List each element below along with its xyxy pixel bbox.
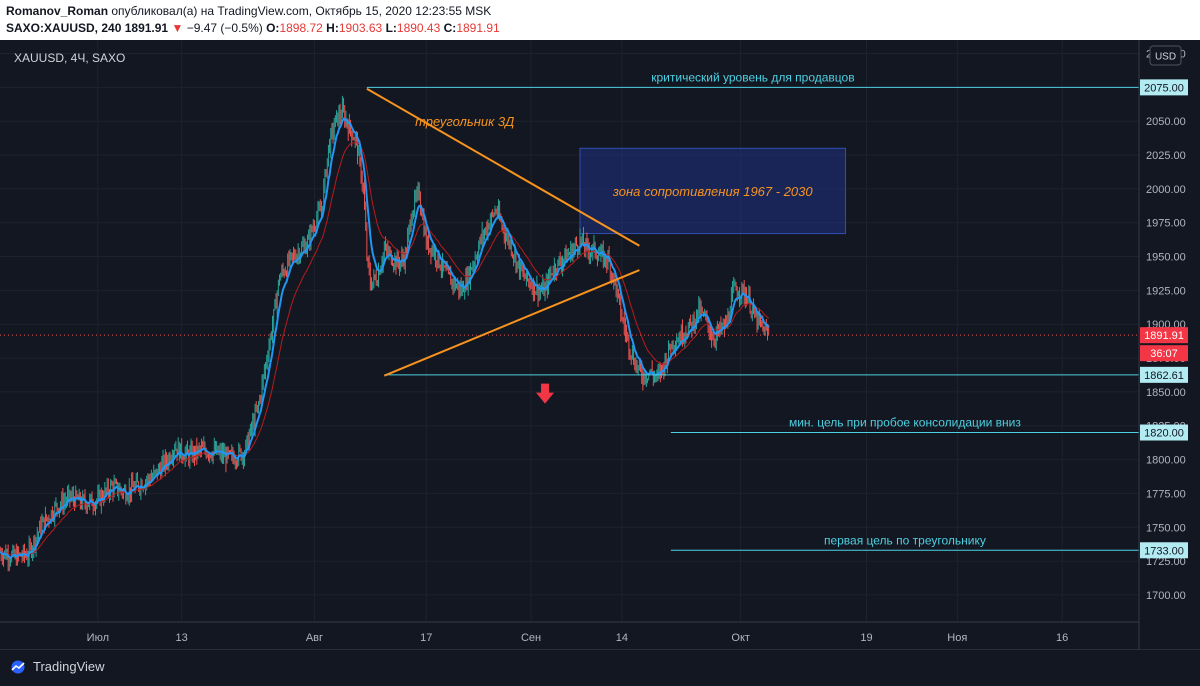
footer-bar: TradingView — [0, 649, 1200, 686]
level-price-badge-text: 1733.00 — [1144, 545, 1184, 557]
published-text: опубликовал(а) на TradingView.com, Октяб… — [111, 4, 492, 18]
level-annotation: критический уровень для продавцов — [651, 70, 854, 84]
low-value: 1890.43 — [396, 21, 441, 35]
x-tick-label: Окт — [731, 632, 750, 644]
y-tick-label: 1775.00 — [1146, 488, 1186, 500]
publication-header: Romanov_Roman опубликовал(а) на TradingV… — [0, 0, 1200, 40]
x-tick-label: 17 — [420, 632, 432, 644]
y-tick-label: 1725.00 — [1146, 556, 1186, 568]
low-label: L: — [385, 21, 397, 35]
level-annotation: первая цель по треугольнику — [824, 533, 986, 547]
current-price-badge-bg — [1140, 327, 1188, 344]
y-tick-label: 1925.00 — [1146, 285, 1186, 297]
x-tick-label: Авг — [306, 632, 323, 644]
level-price-badge-text: 1862.61 — [1144, 370, 1184, 382]
bar-countdown-badge-bg — [1140, 345, 1188, 362]
currency-button-frame — [1149, 45, 1182, 66]
tradingview-logo[interactable]: TradingView — [8, 659, 105, 674]
level-price-badge-bg — [1140, 79, 1188, 96]
level-price-badge-bg — [1140, 366, 1188, 383]
symbol-label: SAXO:XAUUSD, 240 — [6, 21, 122, 35]
resistance-zone[interactable] — [579, 147, 847, 235]
x-tick-label: 16 — [1056, 632, 1068, 644]
level-price-badge[interactable]: 1862.61 — [1140, 366, 1188, 383]
chart-area[interactable]: зона сопротивления 1967 - 2030 критическ… — [0, 40, 1200, 649]
current-price-badge[interactable]: 1891.91 — [1140, 327, 1188, 344]
open-label: O: — [266, 21, 280, 35]
y-tick-label: 2000.00 — [1146, 184, 1186, 196]
y-tick-label: 1950.00 — [1146, 252, 1186, 264]
level-price-badge-bg — [1140, 542, 1188, 559]
bar-countdown-badge[interactable]: 36:07 — [1140, 345, 1188, 362]
chart-title: XAUUSD, 4Ч, SAXO — [14, 51, 125, 65]
x-tick-label: Ноя — [947, 632, 967, 644]
x-tick-label: Сен — [521, 632, 541, 644]
level-annotation: мин. цель при пробое консолидации вниз — [789, 416, 1021, 430]
last-price: 1891.91 — [124, 21, 169, 35]
fast-moving-average — [0, 117, 770, 559]
quote-line: SAXO:XAUUSD, 240 1891.91 ▼ −9.47 (−0.5%)… — [6, 21, 500, 35]
bar-countdown-badge-text: 36:07 — [1150, 348, 1178, 360]
high-label: H: — [326, 21, 339, 35]
level-price-badge-bg — [1140, 424, 1188, 441]
high-value: 1903.63 — [338, 21, 383, 35]
price-chart[interactable]: зона сопротивления 1967 - 2030 критическ… — [0, 40, 1200, 649]
down-triangle-icon: ▼ — [171, 21, 184, 35]
price-change: −9.47 (−0.5%) — [186, 21, 263, 35]
open-value: 1898.72 — [279, 21, 323, 35]
resistance-zone-label: зона сопротивления 1967 - 2030 — [612, 184, 814, 199]
x-tick-label: 13 — [176, 632, 188, 644]
current-price-badge-text: 1891.91 — [1144, 330, 1184, 342]
y-tick-label: 1800.00 — [1146, 455, 1186, 467]
y-tick-label: 1750.00 — [1146, 522, 1186, 534]
x-tick-label: 19 — [860, 632, 872, 644]
currency-button[interactable]: USD — [1149, 45, 1182, 66]
y-tick-label: 1700.00 — [1146, 590, 1186, 602]
y-tick-label: 2025.00 — [1146, 150, 1186, 162]
chart-background — [0, 40, 1200, 649]
down-arrow-icon — [536, 383, 555, 404]
close-value: 1891.91 — [456, 21, 500, 35]
triangle-label: треугольник 3Д — [415, 114, 514, 129]
level-price-badge-text: 1820.00 — [1144, 428, 1184, 440]
y-tick-label: 1850.00 — [1146, 387, 1186, 399]
y-tick-label: 2050.00 — [1146, 116, 1186, 128]
tradingview-brand: TradingView — [33, 659, 105, 674]
tradingview-icon — [11, 660, 25, 673]
level-price-badge[interactable]: 1820.00 — [1140, 424, 1188, 441]
currency-label: USD — [1155, 52, 1176, 63]
level-price-badge[interactable]: 2075.00 — [1140, 79, 1188, 96]
x-tick-label: Июл — [87, 632, 109, 644]
level-price-badge-text: 2075.00 — [1144, 82, 1184, 94]
triangle-upper-line[interactable] — [366, 87, 640, 247]
publication-line: Romanov_Roman опубликовал(а) на TradingV… — [6, 4, 491, 18]
level-price-badge[interactable]: 1733.00 — [1140, 542, 1188, 559]
triangle-lower-line[interactable] — [383, 269, 640, 377]
close-label: C: — [443, 21, 457, 35]
x-tick-label: 14 — [616, 632, 628, 644]
y-tick-label: 1975.00 — [1146, 218, 1186, 230]
author-name[interactable]: Romanov_Roman — [6, 4, 109, 18]
